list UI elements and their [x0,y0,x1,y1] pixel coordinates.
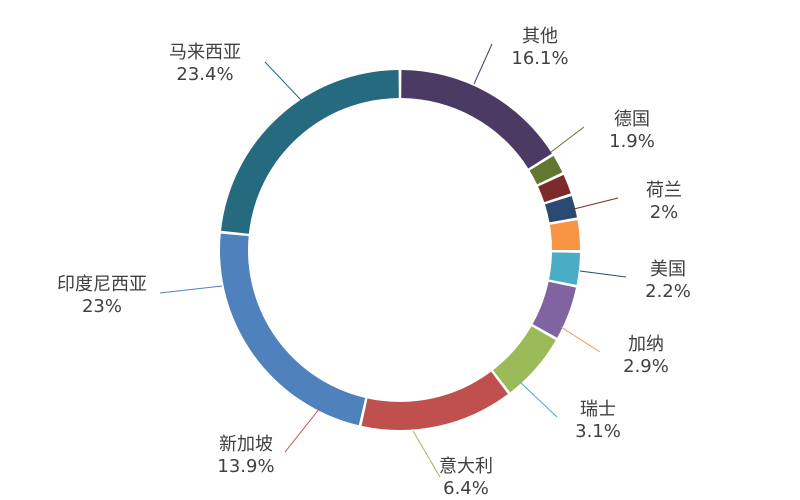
slice-germany [529,155,563,185]
slice-value-germany: 1.9% [609,131,655,152]
leader-line-usa [579,270,627,278]
slice-value-other: 16.1% [511,48,568,69]
slice-value-italy: 6.4% [443,478,489,499]
leader-line-netherlands [573,197,619,210]
slice-label-singapore: 新加坡 [219,434,273,455]
slice-italy [493,326,556,393]
leader-line-germany [550,126,585,153]
slice-other [401,70,552,169]
slice-label-indonesia: 印度尼西亚 [57,274,147,295]
slice-label-other: 其他 [522,26,558,47]
leader-line-indonesia [159,285,223,294]
slice-switzerland [549,252,580,285]
slice-netherlands [538,174,571,203]
slice-singapore [361,371,508,430]
slice-label-netherlands: 荷兰 [646,180,682,201]
slice-value-ghana: 2.9% [623,356,669,377]
slice-label-ghana: 加纳 [628,334,664,355]
slice-indonesia [219,233,366,426]
leader-lines-group [159,43,627,478]
slice-value-singapore: 13.9% [217,456,274,477]
slice-value-malaysia: 23.4% [176,64,233,85]
slice-label-switzerland: 瑞士 [580,399,616,420]
slice-ghana [549,220,580,251]
leader-line-switzerland [519,381,558,418]
slice-value-indonesia: 23% [82,296,122,317]
leader-line-malaysia [264,61,302,101]
slice-usa [544,195,578,223]
leader-line-italy [412,430,441,478]
slice-malaysia [221,70,399,234]
slices-group [219,70,580,430]
slice-value-usa: 2.2% [645,281,691,302]
slice-label-usa: 美国 [650,259,686,280]
leader-line-singapore [284,407,321,453]
leader-line-ghana [560,326,601,353]
slice-label-germany: 德国 [614,109,650,130]
slice-label-italy: 意大利 [439,456,493,477]
leader-line-other [473,43,493,85]
slice-value-netherlands: 2% [650,202,679,223]
slice-label-malaysia: 马来西亚 [169,42,241,63]
slice-value-switzerland: 3.1% [575,421,621,442]
slice-korea [532,281,577,338]
